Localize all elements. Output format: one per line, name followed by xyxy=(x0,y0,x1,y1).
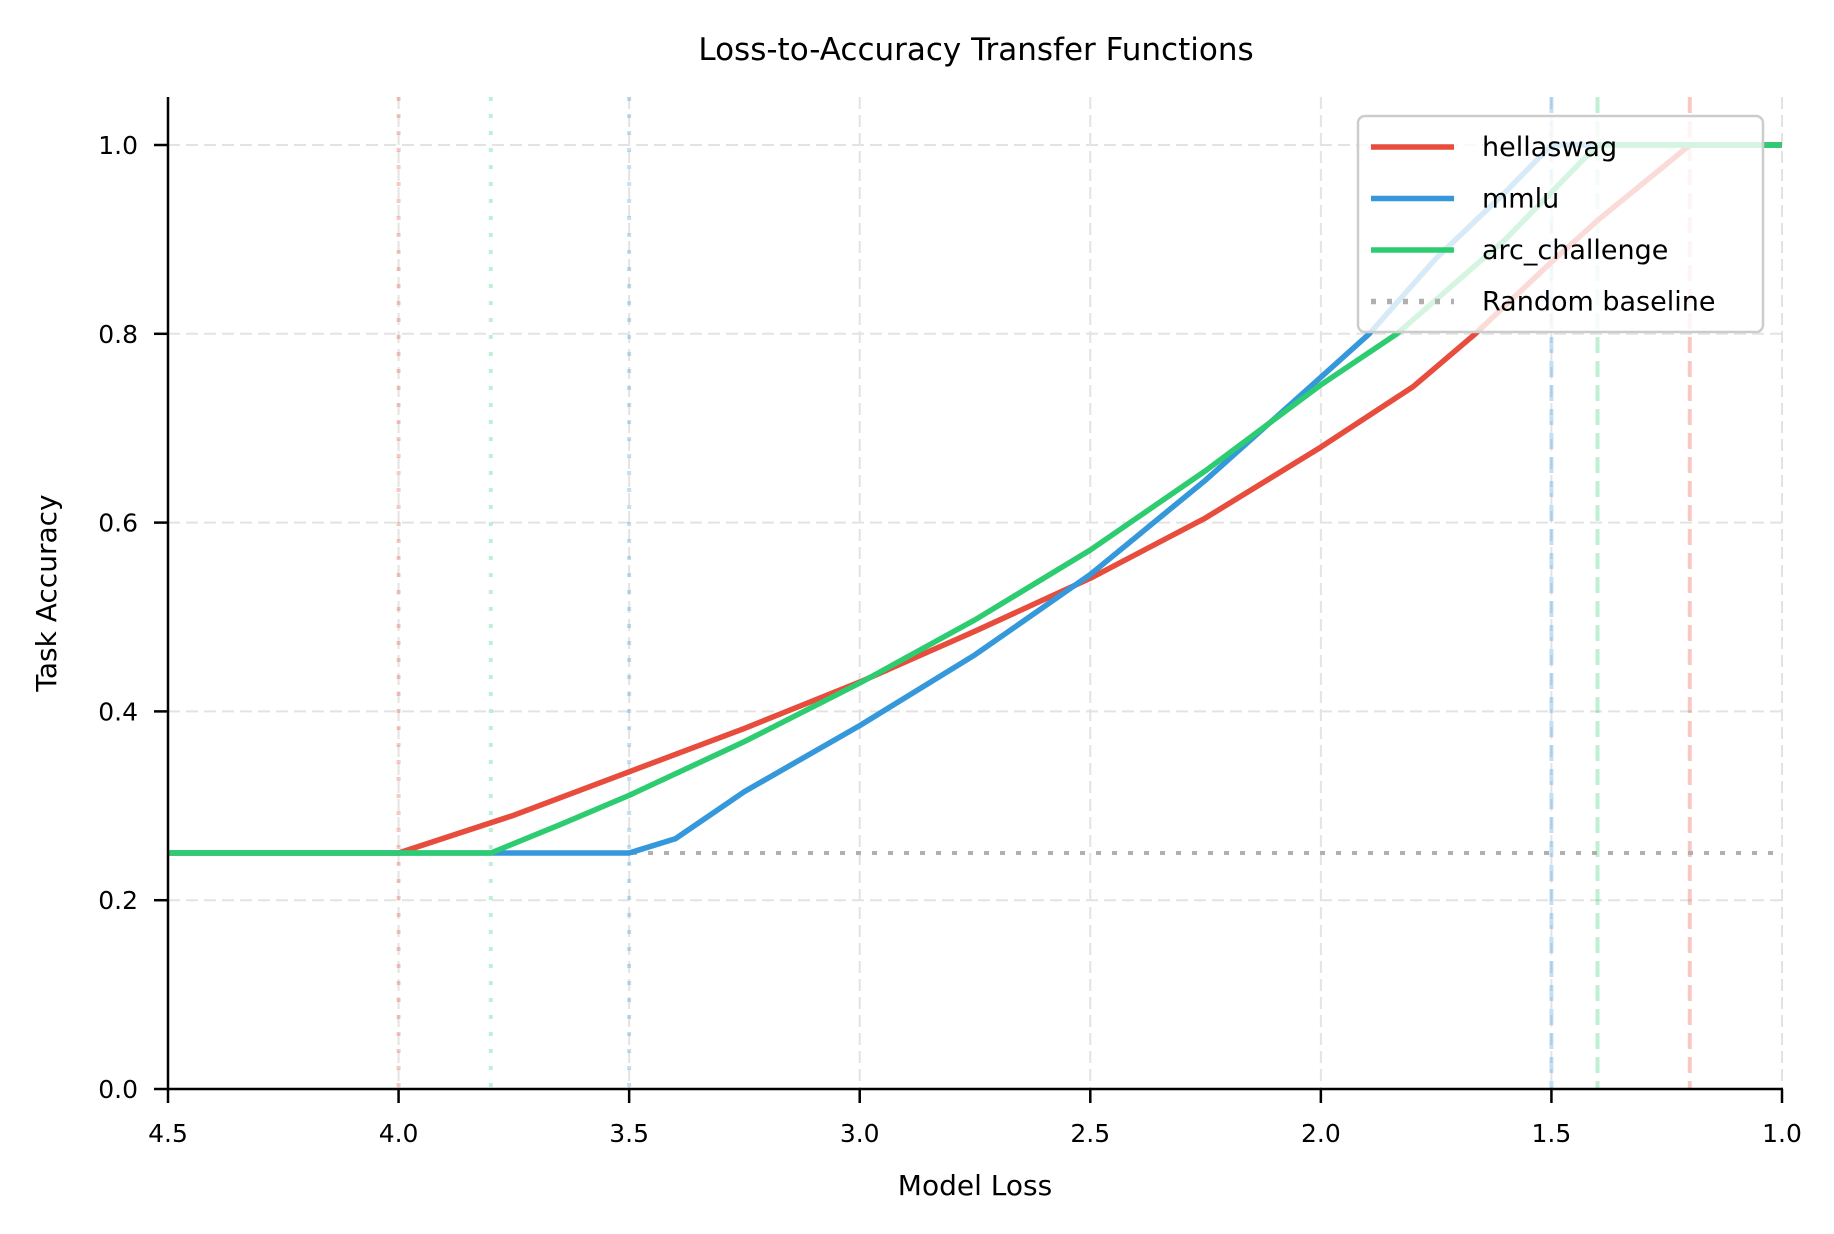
x-tick-label: 1.5 xyxy=(1532,1119,1572,1148)
y-axis-ticks: 0.0 0.2 0.4 0.6 0.8 1.0 xyxy=(98,131,168,1104)
axes xyxy=(166,97,1783,1091)
x-tick-label: 3.0 xyxy=(840,1119,880,1148)
y-tick-label: 0.4 xyxy=(98,697,138,726)
x-tick-label: 2.0 xyxy=(1301,1119,1341,1148)
y-tick-label: 0.8 xyxy=(98,320,138,349)
x-tick-label: 4.0 xyxy=(379,1119,419,1148)
y-tick-label: 0.6 xyxy=(98,509,138,538)
legend-label: arc_challenge xyxy=(1482,235,1668,266)
legend-label: Random baseline xyxy=(1482,287,1715,318)
legend-label: mmlu xyxy=(1482,184,1559,215)
x-axis-label: Model Loss xyxy=(898,1169,1052,1202)
y-tick-label: 0.2 xyxy=(98,886,138,915)
legend: hellaswag mmlu arc_challenge Random baselin… xyxy=(1356,114,1765,334)
x-tick-label: 2.5 xyxy=(1070,1119,1110,1148)
y-tick-label: 1.0 xyxy=(98,131,138,160)
x-tick-label: 3.5 xyxy=(609,1119,649,1148)
x-tick-label: 1.0 xyxy=(1762,1119,1802,1148)
y-axis-label: Task Accuracy xyxy=(30,494,63,692)
vertical-markers xyxy=(396,97,1692,1089)
chart-title: Loss-to-Accuracy Transfer Functions xyxy=(698,32,1253,68)
legend-box xyxy=(1356,114,1765,334)
legend-label: hellaswag xyxy=(1482,132,1617,163)
x-axis-ticks: 4.5 4.0 3.5 3.0 2.5 2.0 1.5 1.0 xyxy=(148,1089,1802,1148)
x-tick-label: 4.5 xyxy=(148,1119,188,1148)
y-tick-label: 0.0 xyxy=(98,1075,138,1104)
